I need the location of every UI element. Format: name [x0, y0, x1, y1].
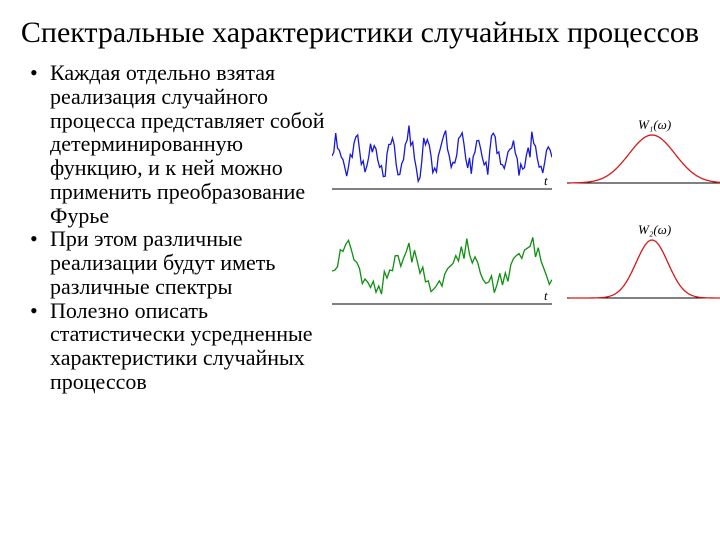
text-column: Каждая отдельно взятая реализация случай… [0, 61, 332, 394]
bullet-item: При этом различные реализации будут имет… [28, 227, 328, 298]
axis-label-x: t [544, 288, 548, 304]
spectrum-chart: W₁(ω) ω [567, 101, 720, 201]
slide: Спектральные характеристики случайных пр… [0, 0, 720, 540]
chart-column: t W₁(ω) ω t W₂(ω) ω [332, 61, 720, 394]
axis-label-y: W₁(ω) [638, 117, 671, 133]
bullet-list: Каждая отдельно взятая реализация случай… [28, 61, 328, 394]
axis-label-y: W₂(ω) [638, 222, 671, 238]
axis-label-x: t [544, 173, 548, 189]
bullet-item: Каждая отдельно взятая реализация случай… [28, 61, 328, 227]
slide-title: Спектральные характеристики случайных пр… [0, 0, 720, 53]
bullet-item: Полезно описать статистически усредненны… [28, 299, 328, 394]
signal-chart: t [332, 216, 552, 316]
spectrum-chart: W₂(ω) ω [567, 216, 720, 316]
signal-chart: t [332, 101, 552, 201]
content-row: Каждая отдельно взятая реализация случай… [0, 53, 720, 394]
